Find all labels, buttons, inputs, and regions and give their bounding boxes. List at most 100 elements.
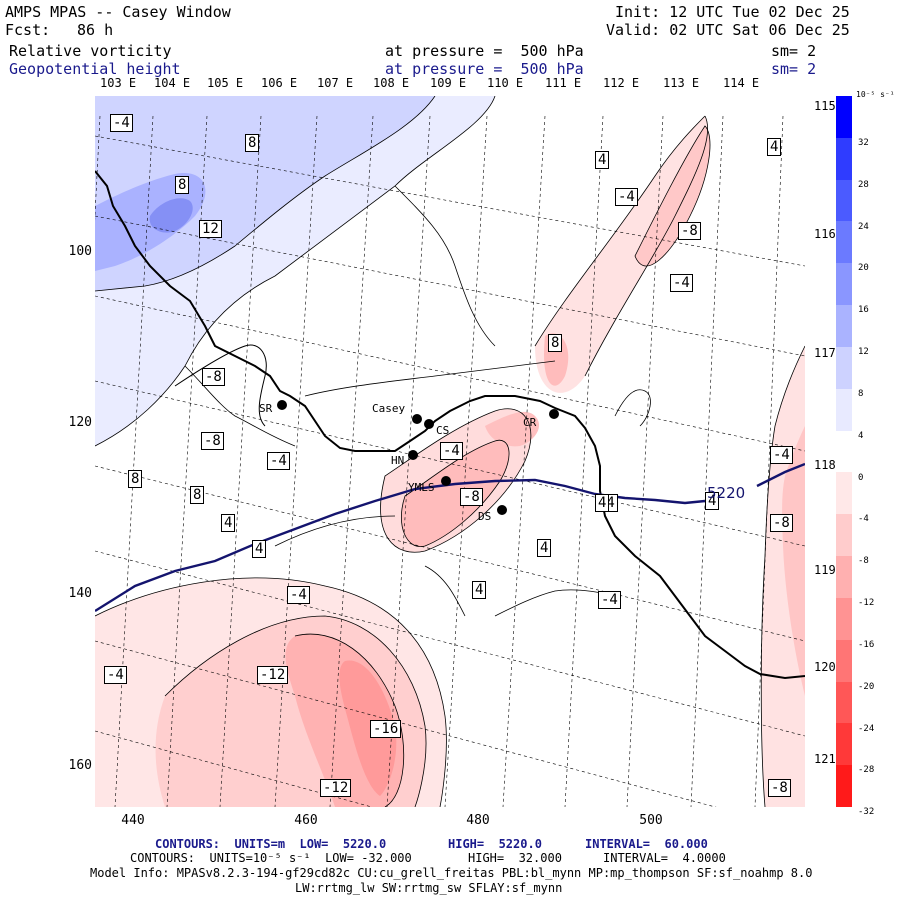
contour-label: -8	[770, 514, 793, 532]
colorbar	[836, 96, 852, 808]
colorbar-swatch	[836, 681, 852, 724]
colorbar-tick-label: 24	[858, 221, 869, 232]
contour-label: -4	[267, 452, 290, 470]
colorbar-swatch	[836, 472, 852, 515]
colorbar-swatch	[836, 137, 852, 181]
colorbar-swatch	[836, 179, 852, 222]
colorbar-swatch	[836, 221, 852, 264]
coastline	[95, 170, 805, 680]
colorbar-swatch	[836, 96, 852, 139]
valid-time: Valid: 02 UTC Sat 06 Dec 25	[606, 21, 850, 39]
map-title: AMPS MPAS -- Casey Window	[5, 3, 231, 21]
forecast-hour-label: Fcst:	[5, 21, 51, 39]
station-dot[interactable]	[424, 419, 434, 429]
colorbar-swatch	[836, 388, 852, 432]
station-label-ymls: YMLS	[408, 481, 435, 494]
contour-label: -4	[598, 591, 621, 609]
lon-label: 107 E	[317, 76, 354, 90]
colorbar-tick-label: -20	[858, 681, 875, 692]
contour-label: -8	[768, 779, 791, 797]
station-markers	[277, 400, 559, 515]
colorbar-swatch	[836, 556, 852, 599]
colorbar-tick-label: 20	[858, 263, 869, 274]
contour-label: -8	[202, 368, 225, 386]
field1-smoothing: sm= 2	[771, 42, 817, 60]
vorticity-contour-high: HIGH= 32.000	[468, 851, 562, 865]
contour-label: 8	[190, 486, 205, 504]
colorbar-swatch	[836, 263, 852, 306]
contour-label: 8	[245, 134, 260, 152]
contour-label: 4	[221, 514, 236, 532]
x-tick-label: 440	[121, 813, 145, 828]
lon-label: 111 E	[545, 76, 582, 90]
station-dot[interactable]	[497, 505, 507, 515]
lon-label: 105 E	[207, 76, 244, 90]
contour-label: -4	[110, 114, 133, 132]
colorbar-tick-label: -32	[858, 807, 875, 818]
colorbar-tick-label: 0	[858, 472, 864, 483]
colorbar-swatch	[836, 639, 852, 683]
geopotential-height-contour-segment	[756, 462, 805, 488]
contour-label: 4	[472, 581, 487, 599]
station-label-ds: DS	[478, 510, 492, 523]
colorbar-tick-label: 8	[858, 388, 864, 399]
contour-label: 8	[128, 470, 143, 488]
field1-level: at pressure = 500 hPa	[385, 42, 584, 60]
contour-label: 4	[252, 540, 267, 558]
colorbar-swatch	[836, 305, 852, 348]
init-time: Init: 12 UTC Tue 02 Dec 25	[615, 3, 850, 21]
lon-label: 103 E	[100, 76, 137, 90]
negative-vorticity-region	[95, 116, 805, 807]
colorbar-tick-label: 4	[858, 430, 864, 441]
x-tick-label: 500	[639, 813, 663, 828]
vorticity-contour-interval: INTERVAL= 4.0000	[603, 851, 726, 865]
colorbar-tick-label: -16	[858, 639, 875, 650]
y-tick-label: 160	[68, 758, 92, 773]
map-panel[interactable]: SR Casey CS CR HN YMLS DS -4 8 4 8 12 -4 4 -8 -4…	[95, 96, 805, 807]
station-dot[interactable]	[549, 409, 559, 419]
contour-label: -4	[615, 188, 638, 206]
field1-name: Relative vorticity	[9, 42, 172, 60]
contour-label: 4	[767, 138, 782, 156]
contour-label: 12	[199, 220, 222, 238]
station-dot[interactable]	[277, 400, 287, 410]
contour-label: -4	[104, 666, 127, 684]
station-dot[interactable]	[412, 414, 422, 424]
field2-level: at pressure = 500 hPa	[385, 60, 584, 78]
forecast-hour-value: 86 h	[77, 21, 114, 39]
station-dot[interactable]	[408, 450, 418, 460]
station-dot[interactable]	[441, 476, 451, 486]
height-contour-info: CONTOURS: UNITS=m LOW= 5220.0	[155, 837, 387, 851]
colorbar-swatch	[836, 765, 852, 808]
y-tick-label: 140	[68, 586, 92, 601]
colorbar-swatch	[836, 430, 852, 473]
colorbar-swatch	[836, 346, 852, 390]
contour-label: -8	[201, 432, 224, 450]
y-tick-label: 100	[68, 244, 92, 259]
y-tick-label: 120	[68, 415, 92, 430]
x-tick-label: 460	[294, 813, 318, 828]
colorbar-tick-label: -12	[858, 598, 875, 609]
height-contour-label: 5220	[707, 484, 746, 502]
colorbar-tick-label: -8	[858, 556, 869, 567]
geopotential-height-contour	[95, 478, 706, 613]
field2-name: Geopotential height	[9, 60, 181, 78]
colorbar-tick-label: -28	[858, 765, 875, 776]
station-label-cr: CR	[523, 416, 537, 429]
station-label-cs: CS	[436, 424, 450, 437]
colorbar-tick-label: -4	[858, 514, 869, 525]
colorbar-tick-label: 16	[858, 305, 869, 316]
lon-label: 113 E	[663, 76, 700, 90]
height-contour-interval: INTERVAL= 60.000	[585, 837, 708, 851]
colorbar-unit: 10⁻⁵ s⁻¹	[856, 90, 895, 99]
contour-label: 8	[548, 334, 563, 352]
contour-label: 4	[537, 539, 552, 557]
station-label-hn: HN	[391, 454, 405, 467]
station-label-casey: Casey	[372, 402, 406, 415]
model-info: Model Info: MPASv8.2.3-194-gf29cd82c CU:…	[90, 866, 813, 880]
colorbar-swatch	[836, 514, 852, 557]
station-label-sr: SR	[259, 402, 273, 415]
contour-label: -8	[460, 488, 483, 506]
ice-sheet-edge	[174, 344, 267, 427]
contour-label: -12	[320, 779, 352, 797]
